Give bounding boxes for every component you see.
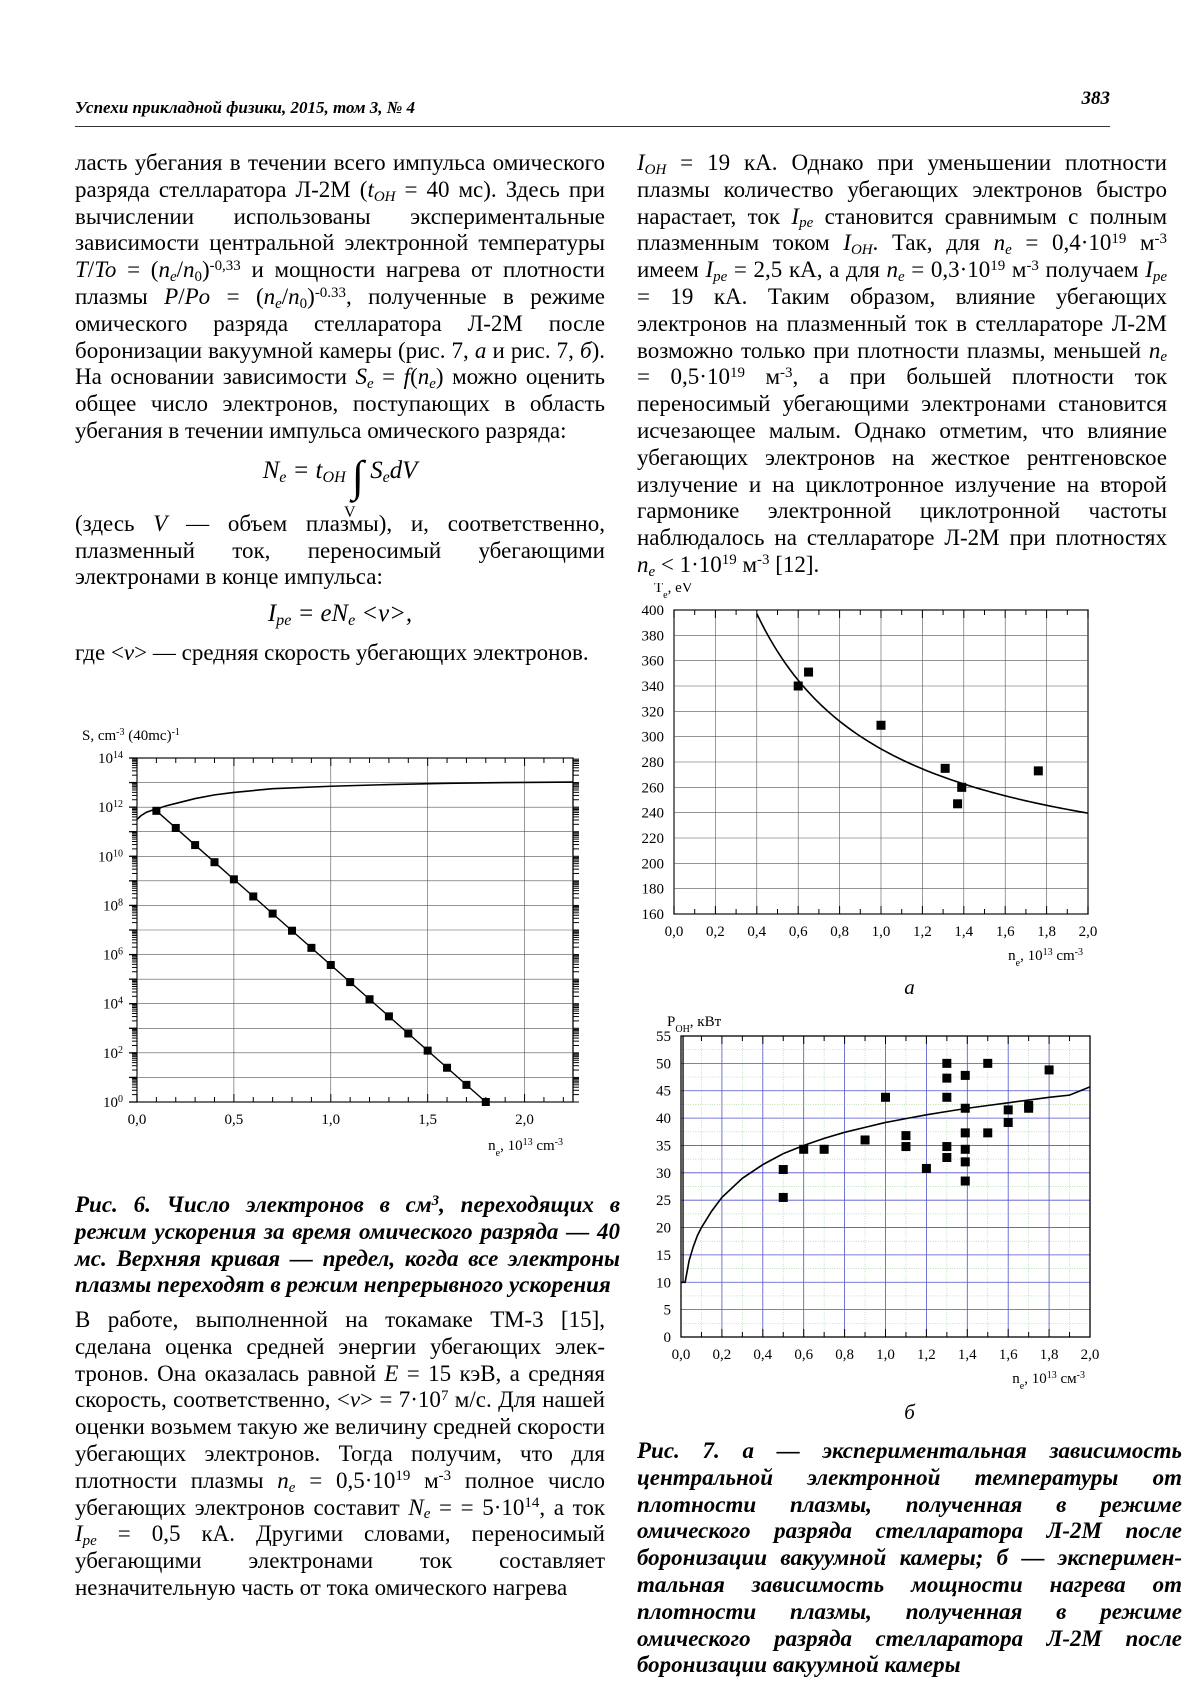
svg-text:106: 106 bbox=[103, 946, 123, 964]
svg-text:0,4: 0,4 bbox=[747, 924, 766, 940]
svg-text:25: 25 bbox=[656, 1193, 671, 1209]
svg-text:1,2: 1,2 bbox=[917, 1347, 936, 1363]
svg-text:1,6: 1,6 bbox=[999, 1347, 1018, 1363]
svg-text:2,0: 2,0 bbox=[515, 1112, 534, 1128]
svg-text:300: 300 bbox=[642, 730, 665, 746]
svg-text:220: 220 bbox=[642, 831, 665, 847]
svg-text:45: 45 bbox=[656, 1084, 671, 1100]
svg-text:20: 20 bbox=[656, 1221, 671, 1237]
svg-text:280: 280 bbox=[642, 755, 665, 771]
svg-text:ne, 1013 cm-3: ne, 1013 cm-3 bbox=[488, 1137, 563, 1159]
svg-text:POH, кВт: POH, кВт bbox=[667, 1016, 722, 1035]
svg-text:2,0: 2,0 bbox=[1079, 924, 1098, 940]
svg-text:1,0: 1,0 bbox=[876, 1347, 895, 1363]
svg-text:320: 320 bbox=[642, 704, 665, 720]
svg-text:1,8: 1,8 bbox=[1040, 1347, 1059, 1363]
svg-text:102: 102 bbox=[103, 1044, 123, 1062]
svg-text:0,2: 0,2 bbox=[706, 924, 725, 940]
svg-text:260: 260 bbox=[642, 780, 665, 796]
svg-text:380: 380 bbox=[642, 628, 665, 644]
svg-text:15: 15 bbox=[656, 1248, 671, 1264]
svg-text:0,4: 0,4 bbox=[753, 1347, 772, 1363]
svg-text:0,6: 0,6 bbox=[789, 924, 808, 940]
svg-text:1,0: 1,0 bbox=[872, 924, 891, 940]
svg-text:360: 360 bbox=[642, 654, 665, 670]
svg-text:1,4: 1,4 bbox=[954, 924, 973, 940]
svg-text:1012: 1012 bbox=[98, 799, 123, 817]
svg-text:0,0: 0,0 bbox=[665, 924, 684, 940]
svg-text:0: 0 bbox=[664, 1330, 672, 1346]
svg-text:50: 50 bbox=[656, 1056, 671, 1072]
svg-text:0,6: 0,6 bbox=[794, 1347, 813, 1363]
svg-text:1010: 1010 bbox=[98, 848, 123, 866]
svg-text:0,0: 0,0 bbox=[128, 1112, 147, 1128]
svg-text:Te, eV: Te, eV bbox=[654, 583, 693, 601]
svg-text:108: 108 bbox=[103, 897, 123, 915]
svg-text:104: 104 bbox=[103, 995, 123, 1013]
svg-text:10: 10 bbox=[656, 1275, 671, 1291]
svg-text:1,0: 1,0 bbox=[321, 1112, 340, 1128]
svg-text:1,8: 1,8 bbox=[1037, 924, 1056, 940]
svg-text:0,8: 0,8 bbox=[835, 1347, 854, 1363]
svg-text:5: 5 bbox=[664, 1303, 672, 1319]
svg-text:0,0: 0,0 bbox=[672, 1347, 691, 1363]
svg-text:1,4: 1,4 bbox=[958, 1347, 977, 1363]
svg-text:0,2: 0,2 bbox=[713, 1347, 732, 1363]
svg-text:200: 200 bbox=[642, 856, 665, 872]
svg-text:35: 35 bbox=[656, 1138, 671, 1154]
svg-text:1,6: 1,6 bbox=[996, 924, 1015, 940]
svg-text:180: 180 bbox=[642, 882, 665, 898]
svg-text:2,0: 2,0 bbox=[1081, 1347, 1100, 1363]
svg-text:ne, 1013 cm-3: ne, 1013 cm-3 bbox=[1008, 947, 1083, 969]
svg-text:340: 340 bbox=[642, 679, 665, 695]
svg-text:400: 400 bbox=[642, 603, 665, 619]
svg-text:1,5: 1,5 bbox=[418, 1112, 437, 1128]
svg-text:1,2: 1,2 bbox=[913, 924, 932, 940]
svg-text:S, cm-3 (40mc)-1: S, cm-3 (40mc)-1 bbox=[82, 727, 180, 745]
svg-text:1014: 1014 bbox=[98, 750, 123, 768]
svg-text:240: 240 bbox=[642, 806, 665, 822]
svg-text:40: 40 bbox=[656, 1111, 671, 1127]
svg-text:0,5: 0,5 bbox=[225, 1112, 244, 1128]
svg-text:55: 55 bbox=[656, 1029, 671, 1045]
svg-text:30: 30 bbox=[656, 1166, 671, 1182]
svg-text:0,8: 0,8 bbox=[830, 924, 849, 940]
svg-text:160: 160 bbox=[642, 907, 665, 923]
svg-text:100: 100 bbox=[103, 1094, 123, 1112]
svg-text:ne, 1013 см-3: ne, 1013 см-3 bbox=[1012, 1370, 1085, 1392]
